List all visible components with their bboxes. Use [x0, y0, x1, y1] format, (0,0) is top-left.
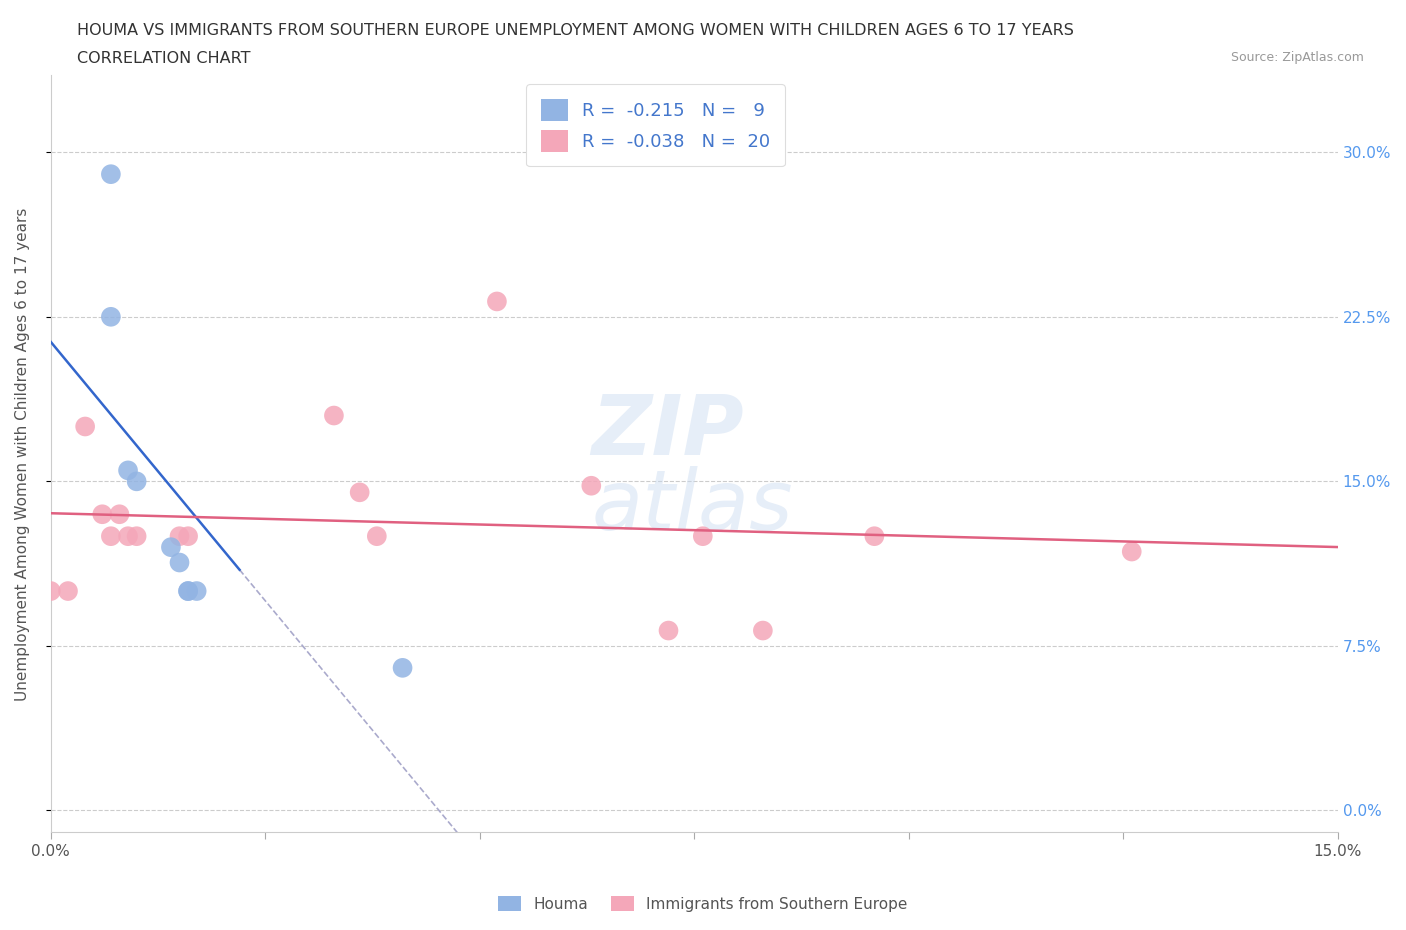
- Point: [125, 529, 148, 544]
- Point: [160, 539, 183, 554]
- Text: HOUMA VS IMMIGRANTS FROM SOUTHERN EUROPE UNEMPLOYMENT AMONG WOMEN WITH CHILDREN : HOUMA VS IMMIGRANTS FROM SOUTHERN EUROPE…: [77, 23, 1074, 38]
- Point: [692, 529, 714, 544]
- Text: ZIP: ZIP: [592, 391, 744, 472]
- Text: Source: ZipAtlas.com: Source: ZipAtlas.com: [1230, 51, 1364, 64]
- Point: [75, 419, 97, 434]
- Point: [56, 584, 79, 599]
- Point: [323, 408, 346, 423]
- Point: [169, 555, 191, 570]
- Point: [177, 584, 200, 599]
- Point: [100, 166, 122, 181]
- Text: CORRELATION CHART: CORRELATION CHART: [77, 51, 250, 66]
- Point: [485, 294, 508, 309]
- Point: [366, 529, 388, 544]
- Point: [169, 529, 191, 544]
- Point: [752, 623, 775, 638]
- Point: [391, 660, 413, 675]
- Point: [1121, 544, 1143, 559]
- Point: [186, 584, 208, 599]
- Point: [117, 529, 139, 544]
- Legend: Houma, Immigrants from Southern Europe: Houma, Immigrants from Southern Europe: [492, 889, 914, 918]
- Point: [177, 584, 200, 599]
- Y-axis label: Unemployment Among Women with Children Ages 6 to 17 years: Unemployment Among Women with Children A…: [15, 207, 30, 700]
- Point: [39, 584, 62, 599]
- Point: [349, 485, 371, 499]
- Point: [863, 529, 886, 544]
- Point: [177, 529, 200, 544]
- Point: [100, 529, 122, 544]
- Point: [91, 507, 114, 522]
- Legend: R =  -0.215   N =   9, R =  -0.038   N =  20: R = -0.215 N = 9, R = -0.038 N = 20: [526, 85, 785, 166]
- Point: [125, 474, 148, 489]
- Point: [581, 478, 603, 493]
- Text: atlas: atlas: [592, 467, 793, 548]
- Point: [100, 310, 122, 325]
- Point: [108, 507, 131, 522]
- Point: [657, 623, 679, 638]
- Point: [117, 463, 139, 478]
